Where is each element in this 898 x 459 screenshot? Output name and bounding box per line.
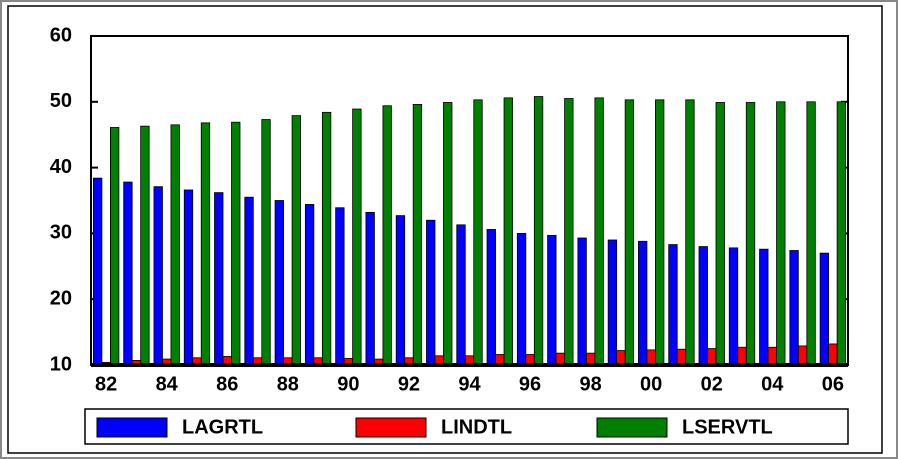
bar: [214, 192, 224, 366]
bar: [335, 207, 345, 366]
bar: [715, 102, 725, 366]
x-tick-label: 04: [761, 373, 784, 395]
bar: [304, 204, 315, 366]
x-tick-label: 94: [458, 373, 481, 395]
bar: [564, 98, 574, 366]
bar: [140, 125, 150, 366]
y-tick-label: 30: [50, 222, 72, 244]
bar: [503, 97, 513, 366]
bar: [638, 240, 648, 366]
bar: [533, 96, 544, 366]
bar: [607, 239, 618, 366]
bar: [153, 186, 163, 366]
bar: [685, 99, 695, 366]
bar: [261, 119, 271, 366]
bar: [759, 248, 769, 366]
y-tick-label: 50: [50, 90, 72, 112]
legend-label: LINDTL: [441, 416, 512, 438]
bar: [123, 181, 133, 366]
bar: [836, 101, 847, 366]
bar: [352, 108, 362, 366]
bar: [170, 124, 180, 366]
y-tick-label: 20: [50, 287, 72, 309]
inner-frame: [7, 5, 883, 454]
x-tick-label: 86: [216, 373, 238, 395]
bar: [183, 189, 194, 366]
y-tick-label: 10: [50, 353, 72, 375]
bar: [797, 345, 808, 366]
bar: [789, 250, 799, 366]
x-tick-label: 90: [337, 373, 359, 395]
legend-frame: [84, 408, 849, 445]
x-tick-label: 06: [822, 373, 844, 395]
bar: [776, 101, 786, 366]
bar: [707, 348, 717, 366]
bar: [382, 105, 392, 366]
x-tick-label: 82: [95, 373, 117, 395]
bar: [698, 246, 708, 366]
bar: [624, 99, 635, 366]
legend-swatch: [96, 417, 168, 438]
bar: [668, 244, 678, 366]
bar: [616, 350, 626, 366]
legend-label: LSERVTL: [682, 416, 773, 438]
bar: [577, 237, 587, 366]
legend-swatch: [355, 417, 427, 438]
bar: [231, 121, 241, 366]
bar: [426, 219, 436, 366]
bar: [547, 234, 557, 366]
x-tick-label: 84: [156, 373, 179, 395]
bar: [456, 224, 466, 366]
bar: [321, 111, 332, 366]
legend-swatch: [596, 417, 668, 438]
bar: [728, 247, 739, 366]
x-tick-label: 00: [640, 373, 662, 395]
x-tick-label: 98: [579, 373, 601, 395]
bar: [767, 346, 777, 366]
bar: [828, 343, 838, 366]
bar: [486, 229, 496, 366]
x-tick-label: 92: [398, 373, 420, 395]
bar: [745, 102, 756, 366]
bar: [594, 97, 604, 366]
x-tick-label: 88: [277, 373, 299, 395]
bar: [473, 99, 483, 366]
bar: [109, 127, 120, 366]
x-tick-label: 02: [701, 373, 723, 395]
y-tick-label: 60: [50, 24, 72, 46]
bar: [365, 211, 375, 366]
y-tick-label: 40: [50, 156, 72, 178]
bar: [737, 346, 747, 366]
bar: [443, 102, 453, 366]
bar: [655, 99, 665, 366]
bar: [806, 101, 816, 366]
bar: [819, 252, 830, 366]
bar: [291, 115, 301, 366]
bar: [200, 122, 211, 366]
bar: [646, 349, 656, 366]
x-tick-label: 96: [519, 373, 541, 395]
bar: [412, 104, 423, 366]
bar: [676, 348, 687, 366]
bar: [516, 232, 527, 366]
bar: [395, 215, 406, 366]
bar: [92, 177, 103, 366]
bar: [274, 200, 284, 366]
bar: [244, 196, 254, 366]
legend-label: LAGRTL: [182, 416, 263, 438]
